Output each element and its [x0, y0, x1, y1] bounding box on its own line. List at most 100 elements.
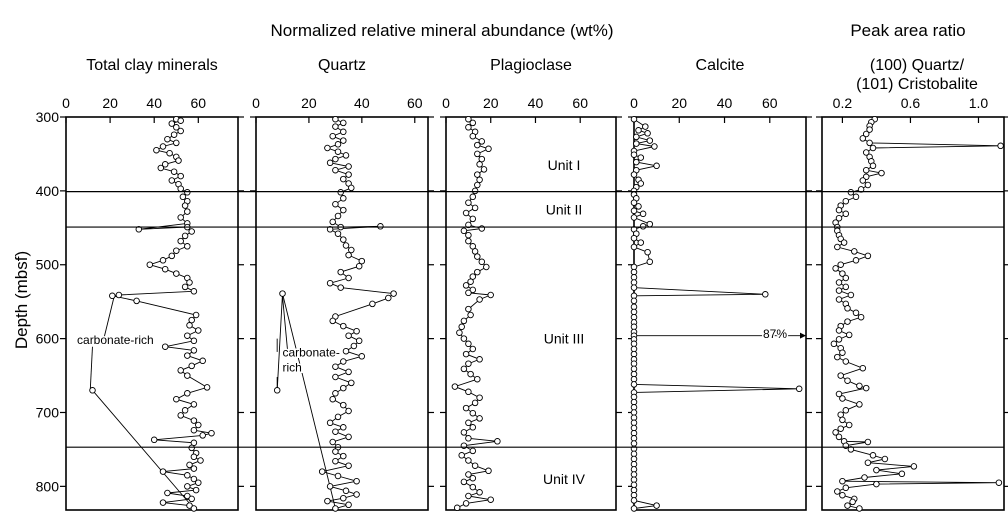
data-point	[332, 390, 339, 397]
data-point	[358, 257, 366, 265]
data-point	[161, 161, 169, 168]
data-point	[345, 433, 352, 441]
data-point	[864, 181, 872, 189]
data-point	[181, 232, 189, 240]
data-point	[462, 404, 470, 412]
data-point	[842, 407, 850, 414]
data-point	[465, 199, 472, 206]
data-point	[469, 286, 477, 294]
data-point	[487, 291, 494, 299]
data-point	[340, 322, 347, 330]
data-point	[342, 487, 350, 495]
data-point	[340, 494, 347, 502]
data-point	[483, 263, 490, 271]
data-point	[345, 251, 352, 259]
panel-frame	[633, 116, 807, 511]
data-point	[334, 148, 342, 155]
data-point	[186, 502, 193, 509]
data-point	[835, 296, 843, 303]
panel-frame	[255, 116, 429, 511]
data-point	[329, 132, 336, 140]
data-point	[168, 120, 176, 127]
data-point	[835, 214, 843, 222]
data-point	[469, 132, 477, 140]
data-point	[474, 375, 481, 383]
data-point	[332, 373, 339, 381]
data-point	[467, 311, 474, 319]
data-point	[453, 504, 461, 512]
data-point	[859, 364, 867, 372]
data-point	[332, 457, 339, 465]
data-point	[332, 428, 339, 435]
data-point	[474, 141, 481, 149]
data-point	[653, 162, 660, 170]
data-point	[476, 176, 483, 184]
data-point	[203, 384, 211, 391]
data-point	[177, 412, 184, 419]
data-point	[199, 432, 206, 439]
data-point	[633, 140, 640, 147]
data-point	[355, 262, 363, 270]
data-point	[835, 287, 843, 294]
y-tick-label: 600	[36, 331, 60, 347]
x-tick-label: 60	[191, 95, 207, 111]
data-point	[646, 220, 654, 228]
data-point	[864, 252, 872, 260]
data-point	[474, 268, 481, 276]
data-point	[332, 200, 339, 208]
data-point	[851, 248, 858, 255]
x-tick-label: 40	[528, 95, 544, 111]
data-point	[469, 345, 477, 353]
data-point	[862, 130, 870, 138]
data-point	[153, 146, 160, 154]
data-point	[465, 221, 472, 229]
data-point	[487, 496, 494, 503]
data-point	[199, 357, 206, 365]
data-point	[184, 483, 191, 490]
data-point	[208, 429, 215, 437]
data-point	[385, 294, 392, 302]
data-point	[340, 452, 347, 460]
data-point	[190, 453, 198, 461]
data-point	[173, 270, 180, 277]
data-point	[334, 472, 342, 480]
series-line	[632, 118, 800, 509]
data-point	[161, 265, 169, 273]
data-point	[637, 239, 645, 246]
data-point	[485, 145, 492, 153]
data-point	[839, 477, 846, 485]
y-tick-label: 300	[36, 109, 60, 125]
data-point	[630, 297, 638, 305]
data-point	[355, 337, 363, 345]
data-point	[837, 372, 844, 379]
data-point	[342, 152, 350, 159]
data-point	[332, 115, 339, 123]
data-point	[471, 187, 479, 195]
data-point	[340, 236, 347, 243]
data-point	[350, 342, 358, 350]
data-point	[478, 138, 486, 145]
data-point	[324, 497, 331, 505]
data-point	[842, 358, 850, 365]
data-point	[460, 227, 468, 235]
data-point	[146, 261, 154, 268]
x-tick-label: 0	[442, 95, 450, 111]
data-point	[857, 313, 865, 321]
data-point	[835, 433, 843, 441]
data-point	[188, 228, 195, 235]
data-point	[866, 139, 873, 147]
data-point	[157, 164, 165, 172]
data-point	[835, 327, 843, 334]
data-point	[839, 349, 846, 356]
figure-title: Normalized relative mineral abundance (w…	[271, 21, 614, 40]
data-point	[334, 230, 342, 237]
data-point	[177, 117, 184, 124]
data-point	[864, 459, 872, 466]
data-point	[161, 343, 169, 350]
data-point	[474, 171, 481, 178]
data-point	[332, 363, 339, 370]
data-point	[159, 499, 167, 506]
data-point	[845, 421, 853, 429]
x-tick-label: 0	[62, 95, 70, 111]
data-point	[476, 415, 483, 422]
